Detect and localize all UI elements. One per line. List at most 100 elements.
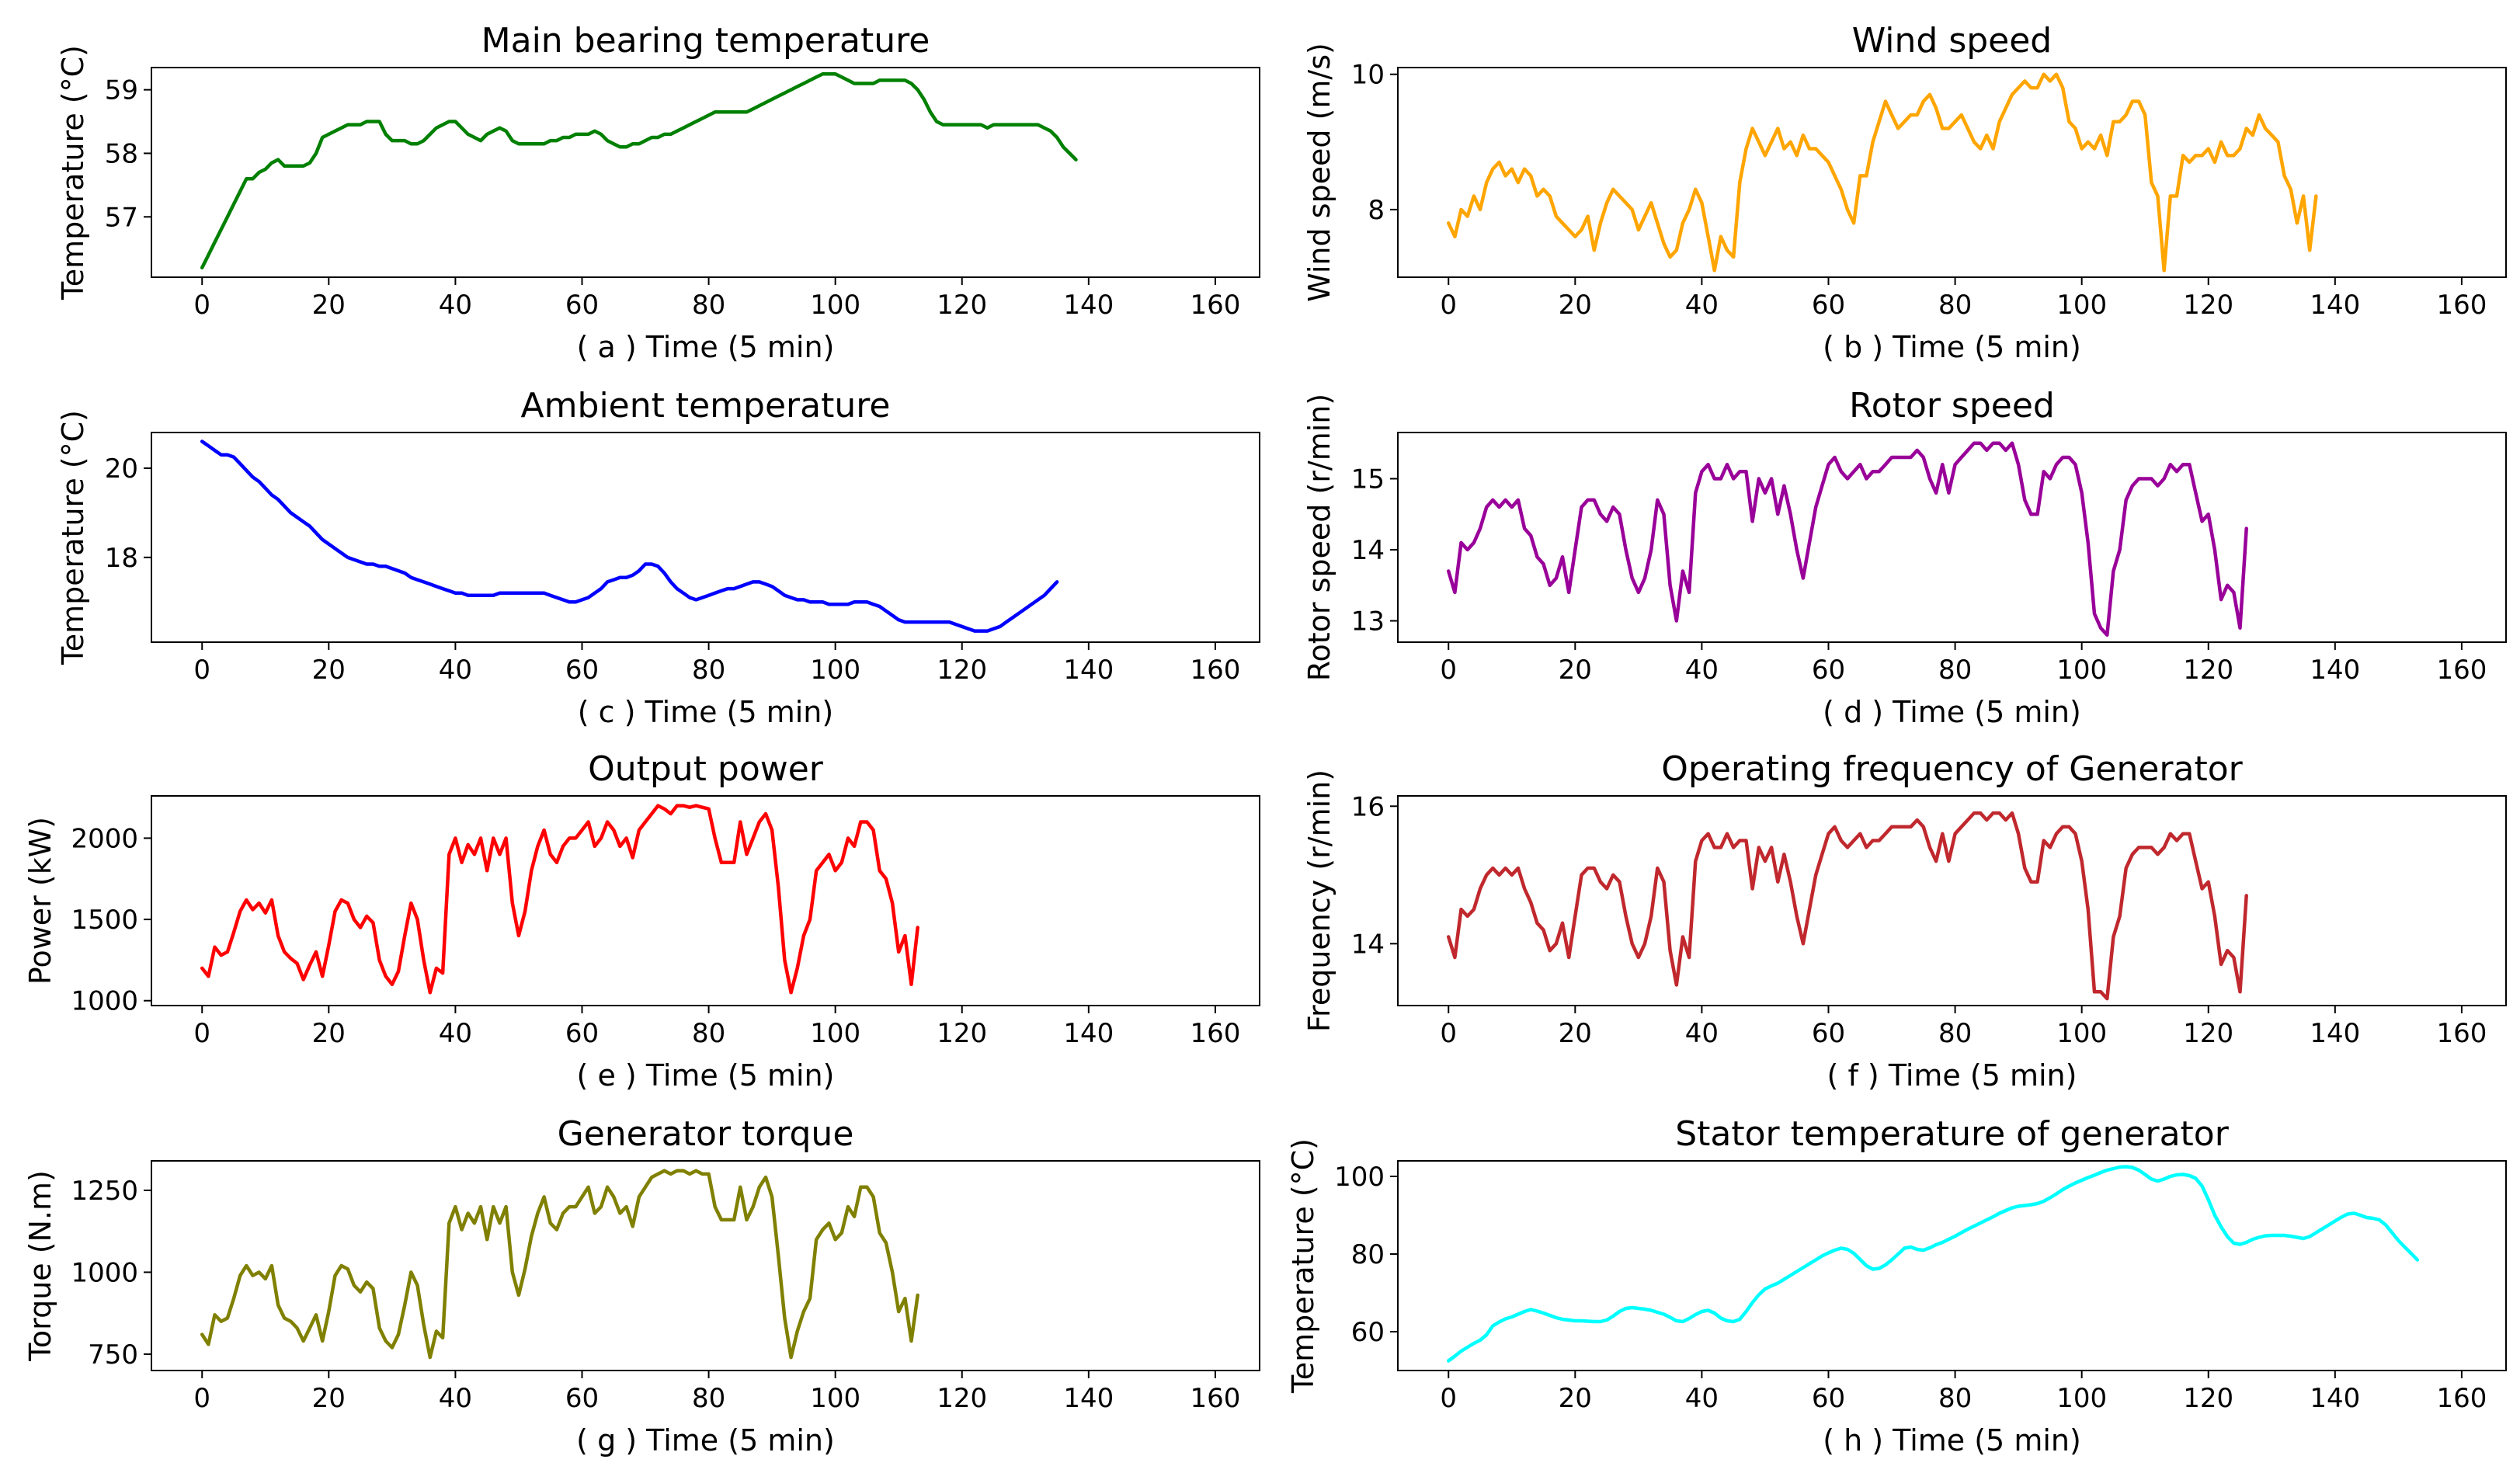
x-tick-label: 160	[2436, 290, 2487, 321]
x-tick-label: 120	[2183, 1018, 2233, 1049]
y-tick-label: 10	[1351, 60, 1385, 91]
panel-a-main-bearing-temperature: Main bearing temperature 0 20 40 60 80 100 120 1…	[56, 21, 1260, 364]
x-tick-label: 160	[2436, 1018, 2487, 1049]
y-axis-label: Temperature (°C)	[1286, 1138, 1320, 1394]
axes-frame	[151, 1160, 1260, 1371]
x-tick-label: 60	[565, 1018, 599, 1049]
x-tick-label: 0	[193, 1018, 210, 1049]
y-tick-label: 60	[1351, 1317, 1385, 1348]
x-tick-label: 140	[1063, 655, 1114, 686]
x-tick-label: 40	[439, 1018, 472, 1049]
x-tick-label: 100	[2056, 1018, 2107, 1049]
y-tick-label: 16	[1351, 791, 1385, 822]
chart-title: Wind speed	[1852, 21, 2052, 61]
x-tick-label: 80	[1938, 290, 1972, 321]
x-tick-label: 80	[1938, 1018, 1972, 1049]
series-line	[1446, 1165, 2420, 1363]
x-tick-label: 0	[1440, 1018, 1457, 1049]
y-tick-label: 20	[105, 453, 138, 485]
axes-frame	[151, 67, 1260, 278]
x-tick-label: 160	[1190, 290, 1240, 321]
series-line	[200, 439, 1059, 633]
x-tick-label: 0	[1440, 655, 1457, 686]
x-tick-label: 60	[1812, 290, 1845, 321]
x-tick-label: 160	[2436, 655, 2487, 686]
series-line	[200, 804, 919, 995]
x-tick-label: 100	[810, 1383, 860, 1414]
x-tick-label: 80	[1938, 1383, 1972, 1414]
panel-e-output-power: Output power 0 20 40 60 80 100 120 140 160 1000 150…	[23, 749, 1260, 1093]
x-tick-label: 100	[810, 1018, 860, 1049]
series-line	[200, 71, 1078, 269]
x-tick-label: 60	[1812, 1018, 1845, 1049]
x-axis-label: ( e ) Time (5 min)	[577, 1058, 835, 1093]
y-tick-label: 18	[105, 543, 138, 574]
series-line	[1446, 811, 2248, 1001]
chart-title: Stator temperature of generator	[1675, 1114, 2230, 1154]
y-axis-label: Power (kW)	[23, 817, 57, 985]
x-tick-label: 140	[2310, 1383, 2360, 1414]
x-tick-label: 140	[1063, 1018, 1114, 1049]
x-tick-label: 60	[565, 290, 599, 321]
chart-title: Output power	[588, 749, 824, 789]
y-tick-label: 1000	[71, 986, 138, 1017]
panel-b-wind-speed: Wind speed 0 20 40 60 80 100 120 140 160 8 10 ( b ) …	[1302, 21, 2507, 364]
x-axis-label: ( h ) Time (5 min)	[1823, 1423, 2081, 1457]
x-tick-label: 80	[692, 1383, 725, 1414]
x-tick-label: 40	[1685, 290, 1719, 321]
x-axis-label: ( g ) Time (5 min)	[576, 1423, 835, 1457]
x-tick-label: 120	[2183, 290, 2233, 321]
y-axis-label: Wind speed (m/s)	[1302, 43, 1336, 302]
x-tick-label: 40	[439, 655, 472, 686]
y-tick-label: 1000	[71, 1257, 138, 1288]
x-tick-label: 120	[2183, 655, 2233, 686]
x-tick-label: 80	[692, 290, 725, 321]
y-tick-label: 750	[88, 1339, 138, 1371]
x-axis-label: ( b ) Time (5 min)	[1823, 330, 2081, 364]
series-line	[1446, 72, 2318, 273]
x-axis-label: ( c ) Time (5 min)	[578, 695, 833, 729]
y-tick-label: 58	[105, 138, 138, 169]
chart-title: Generator torque	[558, 1114, 854, 1154]
x-tick-label: 20	[1559, 1018, 1592, 1049]
y-tick-label: 13	[1351, 606, 1385, 638]
y-tick-label: 14	[1351, 535, 1385, 566]
panel-f-operating-frequency: Operating frequency of Generator 0 20 40 60 8…	[1302, 749, 2507, 1093]
panel-c-ambient-temperature: Ambient temperature 0 20 40 60 80 100 120 140 160…	[56, 386, 1260, 729]
y-axis-label: Frequency (r/min)	[1302, 770, 1336, 1032]
y-axis-label: Temperature (°C)	[56, 410, 90, 665]
x-tick-label: 40	[439, 290, 472, 321]
y-axis-label: Rotor speed (r/min)	[1302, 394, 1336, 681]
x-tick-label: 20	[312, 1018, 346, 1049]
axes-frame	[1397, 67, 2507, 278]
y-tick-label: 100	[1334, 1162, 1385, 1193]
x-tick-label: 160	[1190, 1018, 1240, 1049]
x-tick-label: 20	[312, 290, 346, 321]
x-tick-label: 120	[937, 1018, 987, 1049]
x-tick-label: 100	[810, 655, 860, 686]
x-tick-label: 100	[2056, 1383, 2107, 1414]
x-axis-label: ( a ) Time (5 min)	[577, 330, 835, 364]
x-tick-label: 80	[692, 1018, 725, 1049]
x-axis-label: ( f ) Time (5 min)	[1827, 1058, 2077, 1093]
x-tick-label: 0	[1440, 290, 1457, 321]
series-line	[1446, 441, 2248, 638]
axes-frame	[1397, 432, 2507, 643]
panel-d-rotor-speed: Rotor speed 0 20 40 60 80 100 120 140 160 13 14 15 ( …	[1302, 386, 2507, 729]
x-tick-label: 120	[937, 290, 987, 321]
x-tick-label: 100	[2056, 290, 2107, 321]
x-tick-label: 120	[937, 655, 987, 686]
y-axis-label: Temperature (°C)	[56, 45, 90, 301]
chart-title: Operating frequency of Generator	[1661, 749, 2243, 789]
x-tick-label: 0	[193, 290, 210, 321]
y-tick-label: 1500	[71, 905, 138, 936]
x-tick-label: 60	[565, 1383, 599, 1414]
x-tick-label: 160	[1190, 1383, 1240, 1414]
x-tick-label: 120	[937, 1383, 987, 1414]
x-tick-label: 0	[1440, 1383, 1457, 1414]
x-tick-label: 20	[1559, 1383, 1592, 1414]
x-tick-label: 140	[2310, 655, 2360, 686]
axes-frame	[1397, 1160, 2507, 1371]
y-axis-label: Torque (N.m)	[23, 1170, 57, 1362]
x-tick-label: 40	[439, 1383, 472, 1414]
